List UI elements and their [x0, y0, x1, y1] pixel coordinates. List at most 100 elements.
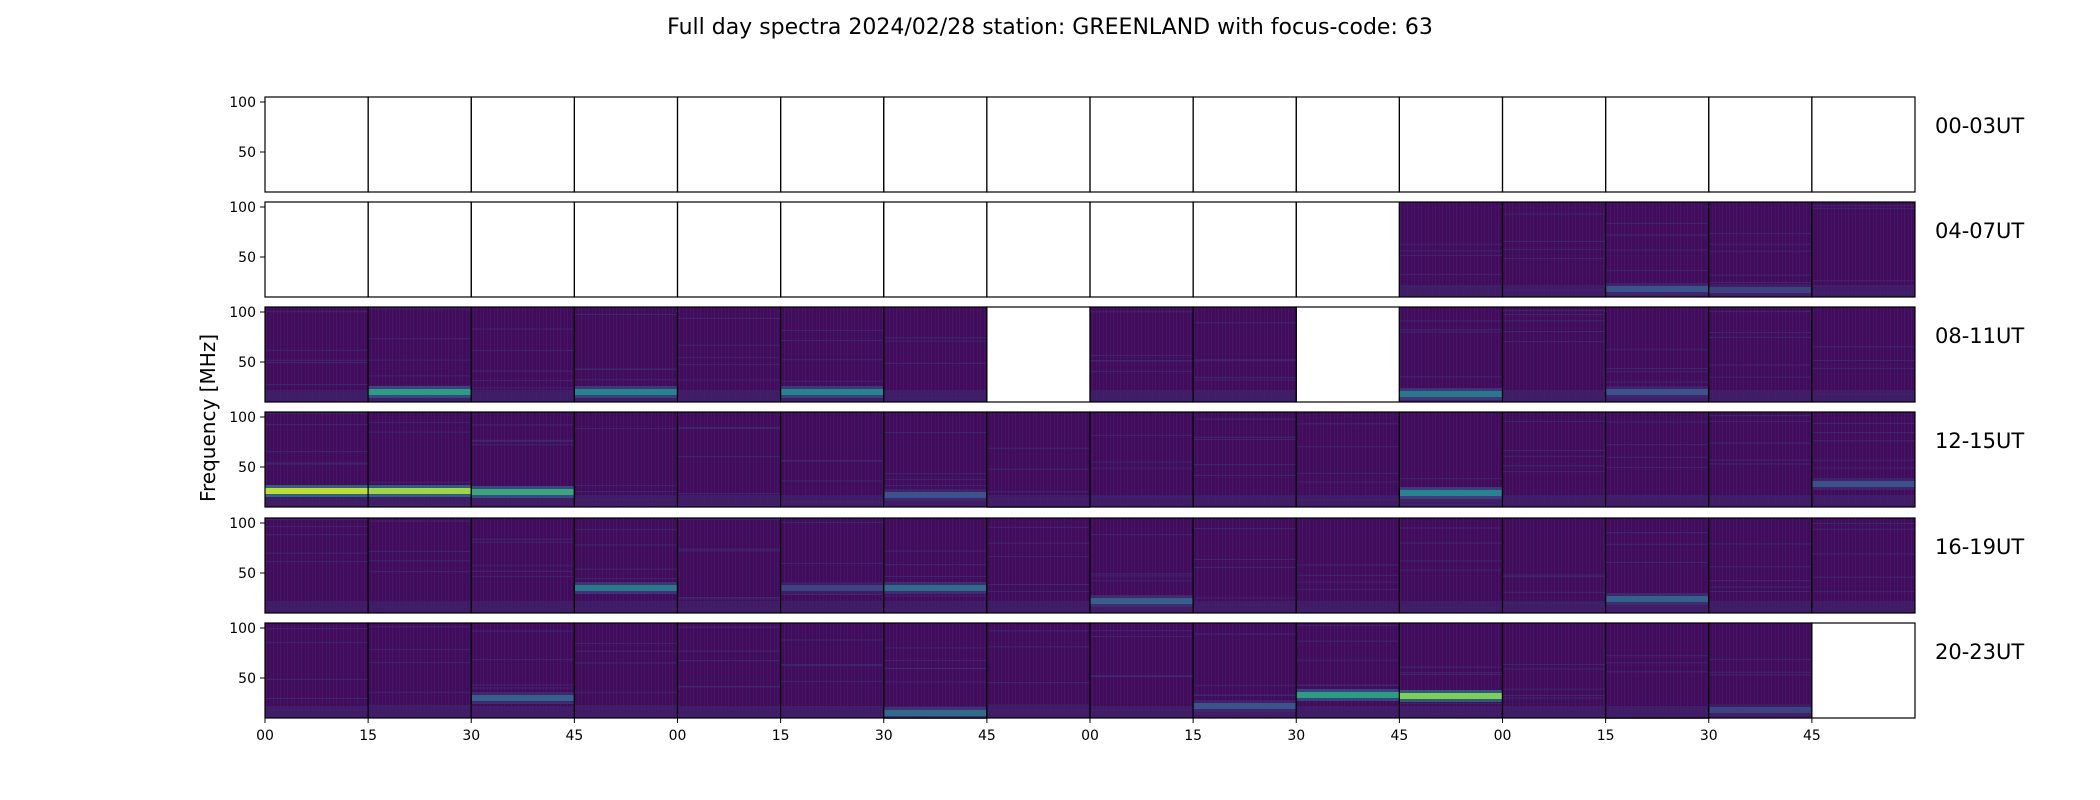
spectrum-panel	[1605, 411, 1710, 508]
row-label: 16-19UT	[1935, 535, 2024, 559]
spectrum-panel	[1811, 622, 1916, 719]
spectrum-panel	[470, 306, 575, 403]
spectrum-panel	[264, 411, 369, 508]
x-tick-label: 15	[772, 728, 790, 744]
spectrum-panel	[470, 517, 575, 614]
spectrum-panel	[1398, 96, 1504, 193]
spectrum-panel	[1811, 517, 1916, 614]
spectrum-panel	[470, 411, 575, 508]
x-tick-label: 00	[256, 728, 274, 744]
x-tick-label: 15	[359, 728, 377, 744]
x-tick-label: 30	[1700, 728, 1718, 744]
spectrum-panel	[676, 201, 782, 298]
spectrum-panel	[1501, 96, 1607, 193]
y-tick-label: 100	[229, 95, 256, 111]
spectrum-panel	[573, 306, 679, 403]
spectrum-panel	[1605, 622, 1710, 719]
x-tick-label: 15	[1184, 728, 1202, 744]
x-axis-ticks: 00 15 30 45 00 15 30 45 00 15 30 45 00 15 30 45	[256, 718, 1821, 744]
spectrum-panel	[1398, 411, 1504, 508]
x-tick-label: 30	[462, 728, 480, 744]
spectrum-panel	[1501, 622, 1607, 719]
spectrum-panel	[1089, 201, 1194, 298]
row-label: 08-11UT	[1935, 324, 2024, 348]
spectrum-panel	[264, 201, 369, 298]
spectrum-panel	[1501, 306, 1607, 403]
spectrum-panel	[883, 622, 988, 719]
spectrum-panel	[676, 411, 782, 508]
row-label: 00-03UT	[1935, 114, 2024, 138]
spectrum-panel	[676, 622, 782, 719]
x-tick-label: 00	[1494, 728, 1512, 744]
spectrum-panel	[1089, 411, 1194, 508]
x-tick-label: 00	[1081, 728, 1099, 744]
spectrum-panel	[986, 622, 1091, 719]
spectrum-panel	[367, 517, 472, 614]
y-tick-label: 100	[229, 516, 256, 532]
spectrum-panel	[1295, 96, 1400, 193]
spectrum-panel	[1192, 96, 1297, 193]
spectrum-panel	[264, 306, 369, 403]
x-tick-label: 45	[1803, 728, 1821, 744]
y-tick-label: 100	[229, 410, 256, 426]
spectrum-panel	[1295, 411, 1400, 508]
spectrum-panel	[986, 411, 1091, 508]
spectrum-panel	[1708, 96, 1813, 193]
spectrum-panel	[470, 622, 575, 719]
spectrum-panel	[1192, 622, 1297, 719]
spectrum-panel	[1811, 306, 1916, 403]
spectrum-panel	[676, 96, 782, 193]
x-tick-label: 45	[978, 728, 996, 744]
x-tick-label: 45	[565, 728, 583, 744]
spectrum-panel	[1192, 411, 1297, 508]
spectrum-panel	[676, 517, 782, 614]
spectrum-panel	[883, 517, 988, 614]
spectra-panels: 50 100 50 100 50 100 50 100 50 100 50 100	[229, 95, 1916, 719]
y-axis-label: Frequency [MHz]	[196, 334, 220, 502]
spectrum-panel	[986, 306, 1091, 403]
spectrum-panel	[1708, 201, 1813, 298]
spectrum-panel	[264, 96, 369, 193]
y-tick-label: 50	[238, 566, 256, 582]
spectrum-panel	[986, 96, 1091, 193]
spectrum-panel	[676, 306, 782, 403]
spectrum-panel	[1089, 622, 1194, 719]
spectrum-panel	[780, 411, 885, 508]
row-label: 20-23UT	[1935, 640, 2024, 664]
spectrum-panel	[1811, 411, 1916, 508]
y-tick-label: 50	[238, 671, 256, 687]
spectrum-panel	[1708, 622, 1813, 719]
spectrum-panel	[1089, 517, 1194, 614]
spectrum-panel	[1398, 306, 1504, 403]
spectrum-panel	[264, 622, 369, 719]
spectrum-panel	[1708, 411, 1813, 508]
x-tick-label: 30	[875, 728, 893, 744]
x-tick-label: 30	[1287, 728, 1305, 744]
spectrum-panel	[1398, 517, 1504, 614]
spectrum-panel	[1811, 201, 1916, 298]
y-tick-label: 100	[229, 621, 256, 637]
spectrum-panel	[573, 622, 679, 719]
spectrum-panel	[780, 517, 885, 614]
x-tick-label: 15	[1597, 728, 1615, 744]
chart-title: Full day spectra 2024/02/28 station: GRE…	[667, 15, 1433, 40]
spectrum-panel	[1605, 306, 1710, 403]
spectrum-panel	[367, 96, 472, 193]
row-labels: 00-03UT 04-07UT 08-11UT 12-15UT 16-19UT 20-23…	[1935, 114, 2024, 664]
spectrum-panel	[367, 622, 472, 719]
y-tick-label: 50	[238, 460, 256, 476]
spectrum-panel	[573, 96, 679, 193]
spectrum-panel	[1398, 201, 1504, 298]
y-tick-label: 50	[238, 250, 256, 266]
spectrum-panel	[1295, 517, 1400, 614]
spectrum-panel	[1605, 517, 1710, 614]
spectrum-panel	[1192, 306, 1297, 403]
spectrum-panel	[1192, 517, 1297, 614]
spectrum-panel	[1398, 622, 1504, 719]
spectrum-panel	[780, 306, 885, 403]
spectrum-panel	[367, 306, 472, 403]
spectrum-panel	[1501, 201, 1607, 298]
spectrum-panel	[1605, 96, 1710, 193]
x-tick-label: 00	[669, 728, 687, 744]
